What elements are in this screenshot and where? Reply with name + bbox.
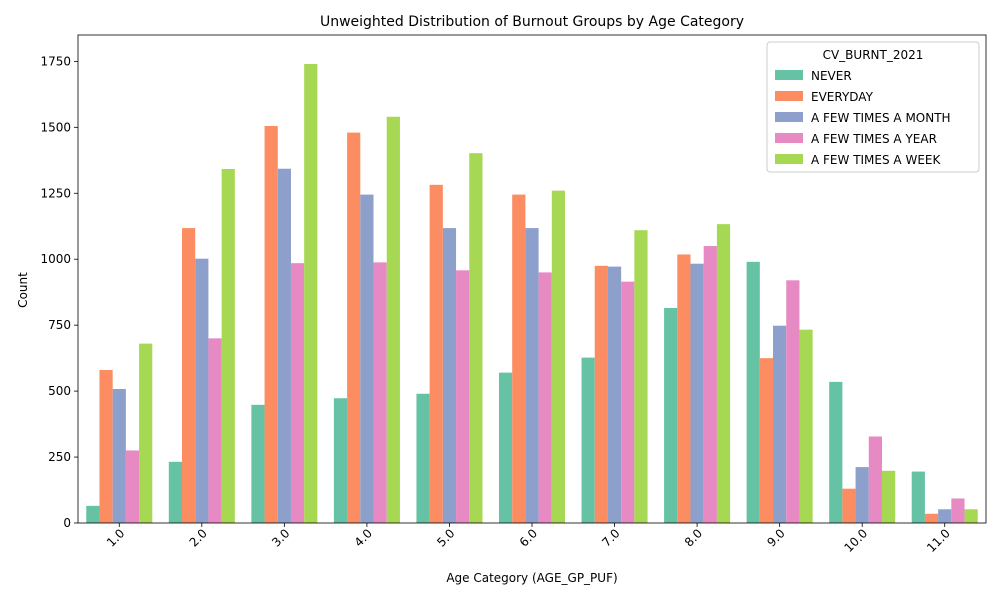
legend-label: A FEW TIMES A MONTH: [811, 111, 951, 125]
x-tick-label: 7.0: [599, 526, 622, 549]
legend-swatch: [775, 112, 803, 122]
bar: [525, 228, 539, 523]
bar: [221, 169, 235, 523]
chart-title: Unweighted Distribution of Burnout Group…: [320, 14, 744, 30]
bar: [634, 230, 648, 523]
bar: [416, 393, 430, 523]
bar: [924, 513, 939, 523]
legend-label: NEVER: [811, 69, 852, 83]
x-tick-label: 4.0: [352, 526, 375, 549]
bar: [594, 265, 608, 523]
bar: [512, 194, 526, 523]
bar: [773, 325, 787, 523]
bar: [386, 116, 400, 524]
bar: [911, 471, 925, 523]
bar: [251, 404, 265, 523]
y-tick-label: 1000: [40, 252, 71, 266]
bar: [964, 509, 978, 523]
x-tick-label: 6.0: [517, 526, 540, 549]
bar: [182, 228, 196, 523]
legend: CV_BURNT_2021 NEVER EVERYDAY A FEW TIMES A …: [766, 41, 980, 173]
bar: [951, 498, 965, 523]
bar: [168, 461, 183, 523]
legend-swatch: [775, 91, 803, 101]
bar: [456, 270, 470, 523]
bar: [746, 261, 760, 523]
bar: [442, 228, 457, 523]
legend-label: EVERYDAY: [811, 90, 874, 104]
x-tick-label: 11.0: [924, 526, 953, 555]
legend-title: CV_BURNT_2021: [823, 48, 924, 62]
y-tick-label: 250: [48, 450, 71, 464]
bar: [786, 280, 800, 523]
bar: [347, 132, 361, 523]
legend-swatch: [775, 154, 803, 164]
bar: [360, 194, 374, 523]
bar: [373, 262, 387, 523]
bar: [690, 263, 704, 523]
bar: [621, 281, 635, 523]
y-tick-label: 1250: [40, 186, 71, 200]
y-tick-label: 1750: [40, 54, 71, 68]
legend-label: A FEW TIMES A YEAR: [811, 132, 937, 146]
x-tick-label: 8.0: [682, 526, 705, 549]
bar: [290, 263, 305, 523]
legend-box: [766, 41, 980, 173]
bar: [277, 168, 291, 524]
bar: [195, 258, 209, 523]
bar: [677, 254, 691, 523]
bar: [538, 272, 552, 523]
bar: [429, 184, 443, 523]
y-axis-label: Count: [16, 272, 30, 308]
bar: [607, 266, 622, 523]
bar: [829, 381, 843, 523]
bars-group: [86, 64, 978, 524]
bar: [799, 329, 813, 523]
bar: [759, 358, 774, 523]
x-tick-label: 10.0: [842, 526, 871, 555]
bar: [703, 246, 717, 523]
x-tick-label: 1.0: [104, 526, 127, 549]
y-tick-label: 0: [63, 516, 71, 530]
x-tick-label: 3.0: [269, 526, 292, 549]
bar: [264, 126, 278, 523]
bar: [842, 488, 856, 523]
bar: [208, 338, 222, 523]
bar: [498, 372, 513, 523]
y-tick-label: 750: [48, 318, 71, 332]
y-tick-label: 1500: [40, 120, 71, 134]
x-tick-label: 9.0: [764, 526, 787, 549]
x-tick-label: 2.0: [187, 526, 210, 549]
bar: [855, 467, 869, 523]
bar: [304, 64, 318, 524]
x-axis-label: Age Category (AGE_GP_PUF): [446, 571, 617, 585]
bar: [469, 153, 483, 523]
bar: [868, 436, 882, 523]
bar: [938, 509, 952, 523]
legend-swatch: [775, 133, 803, 143]
bar: [716, 224, 731, 523]
y-tick-label: 500: [48, 384, 71, 398]
bar: [581, 357, 595, 523]
legend-swatch: [775, 70, 803, 80]
bar: [333, 398, 348, 523]
bar: [99, 370, 113, 523]
bar: [86, 505, 100, 523]
bar: [112, 389, 126, 523]
x-tick-label: 5.0: [434, 526, 457, 549]
legend-label: A FEW TIMES A WEEK: [811, 153, 941, 167]
bar: [881, 470, 896, 523]
bar: [664, 308, 678, 523]
bar: [139, 343, 153, 523]
bar: [551, 190, 566, 523]
bar: [125, 450, 140, 523]
